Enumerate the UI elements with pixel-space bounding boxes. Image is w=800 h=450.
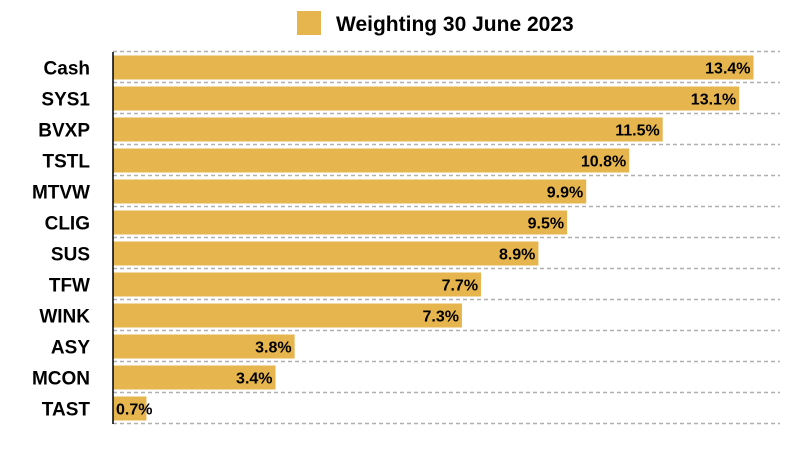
gridlines xyxy=(113,50,780,425)
bar xyxy=(113,55,754,80)
bar xyxy=(113,334,295,359)
bar xyxy=(113,241,539,266)
legend-swatch xyxy=(297,11,321,35)
bar xyxy=(113,117,663,142)
category-label: WINK xyxy=(39,307,90,328)
category-label: TFW xyxy=(49,276,90,297)
value-labels: 13.4% 13.1% 11.5% 10.8% 9.9% 9.5% 8.9% 7.7% 7.3%… xyxy=(116,61,751,419)
value-label: 10.8% xyxy=(581,154,626,171)
category-label: SYS1 xyxy=(41,90,90,111)
category-label: Cash xyxy=(44,59,90,80)
category-label: CLIG xyxy=(45,214,90,235)
value-label: 7.3% xyxy=(422,309,458,326)
value-label: 9.5% xyxy=(528,216,564,233)
value-label: 11.5% xyxy=(615,123,659,140)
bar xyxy=(113,303,462,328)
category-labels: Cash SYS1 BVXP TSTL MTVW CLIG SUS TFW WINK ASY MCO… xyxy=(32,59,90,421)
value-label: 13.4% xyxy=(705,61,750,78)
bar xyxy=(113,86,740,111)
value-label: 8.9% xyxy=(499,247,535,264)
category-label: BVXP xyxy=(38,121,90,142)
value-label: 13.1% xyxy=(691,92,736,109)
bar xyxy=(113,396,147,421)
bar xyxy=(113,148,630,173)
bar xyxy=(113,179,587,204)
value-label: 3.4% xyxy=(236,371,272,388)
value-label: 9.9% xyxy=(547,185,583,202)
value-label: 3.8% xyxy=(255,340,291,357)
legend-label: Weighting 30 June 2023 xyxy=(336,13,574,36)
bar xyxy=(113,365,276,390)
category-label: TAST xyxy=(42,400,91,421)
value-label: 0.7% xyxy=(116,402,152,419)
category-label: MTVW xyxy=(32,183,90,204)
category-label: TSTL xyxy=(43,152,91,173)
bars xyxy=(113,55,754,421)
category-label: SUS xyxy=(51,245,90,266)
category-label: ASY xyxy=(51,338,90,359)
bar xyxy=(113,210,568,235)
value-label: 7.7% xyxy=(442,278,478,295)
legend: Weighting 30 June 2023 xyxy=(297,11,574,36)
bar xyxy=(113,272,482,297)
category-label: MCON xyxy=(32,369,90,390)
